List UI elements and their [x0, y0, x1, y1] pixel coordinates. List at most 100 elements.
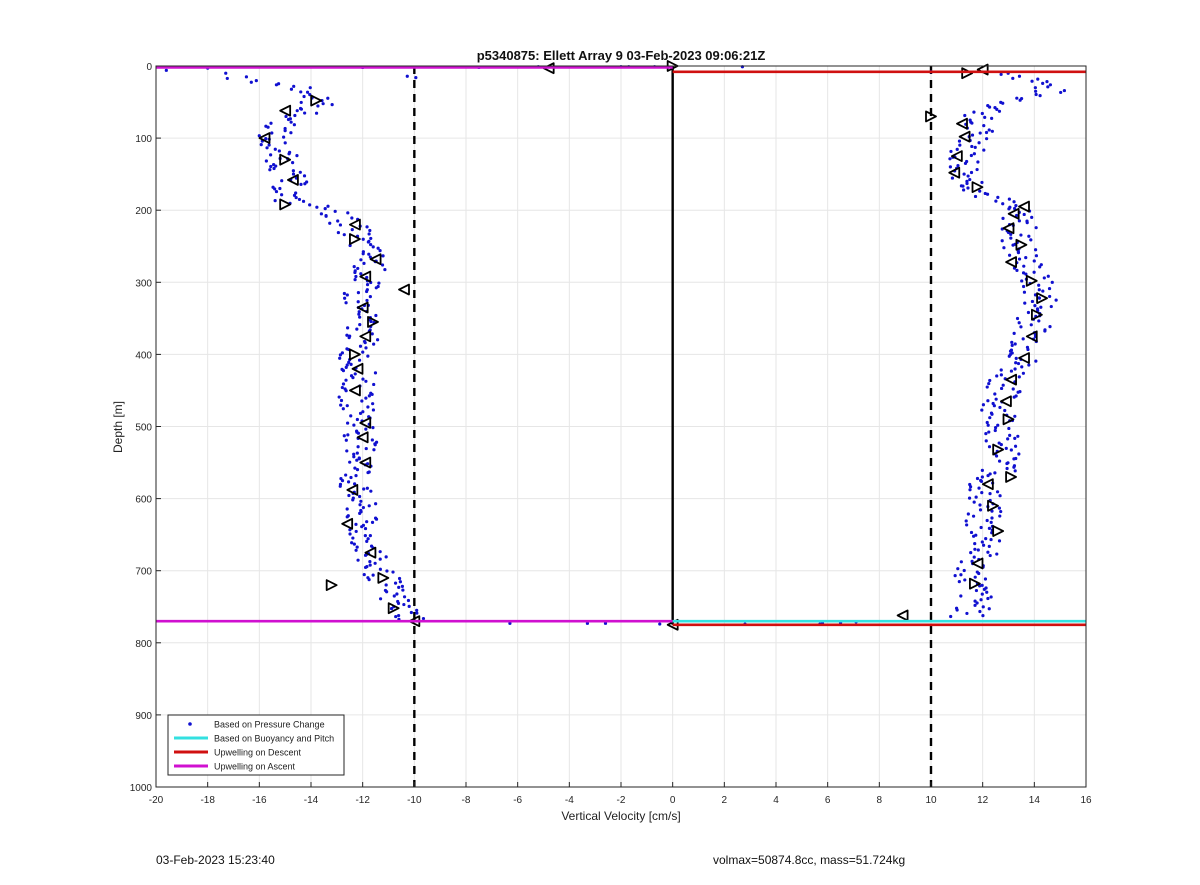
velocity-point	[371, 426, 375, 430]
velocity-point	[346, 433, 350, 437]
y-tick-label: 700	[135, 567, 152, 578]
velocity-point	[361, 506, 365, 510]
velocity-point	[1007, 197, 1011, 201]
velocity-point	[365, 539, 369, 543]
velocity-point	[338, 356, 342, 360]
velocity-point	[988, 378, 992, 383]
velocity-point	[988, 491, 992, 496]
velocity-point	[977, 486, 981, 490]
legend-label: Based on Buoyancy and Pitch	[214, 734, 334, 744]
velocity-point	[1048, 83, 1053, 87]
velocity-point	[378, 557, 382, 561]
velocity-point	[414, 75, 418, 80]
velocity-point	[315, 205, 319, 209]
velocity-point	[1005, 461, 1009, 466]
velocity-point	[365, 486, 369, 490]
profile-marker	[992, 525, 1005, 537]
velocity-point	[278, 186, 282, 191]
velocity-point	[291, 169, 295, 173]
velocity-point	[1034, 254, 1039, 258]
profile-markers	[258, 60, 1048, 631]
velocity-point	[975, 167, 979, 172]
velocity-point	[374, 286, 378, 290]
legend-label: Upwelling on Ascent	[214, 762, 296, 772]
velocity-point	[986, 550, 990, 554]
velocity-point	[969, 170, 974, 175]
velocity-point	[354, 274, 358, 279]
profile-marker	[349, 218, 361, 231]
velocity-point	[323, 206, 327, 211]
velocity-point	[985, 385, 989, 389]
velocity-point	[1017, 452, 1021, 456]
legend: Based on Pressure Change Based on Buoyanc…	[167, 714, 345, 776]
velocity-point	[367, 394, 371, 398]
profile-marker	[279, 153, 292, 166]
velocity-point	[994, 454, 999, 458]
velocity-point	[366, 240, 370, 244]
velocity-point	[273, 187, 277, 191]
profile-marker	[1007, 207, 1020, 220]
velocity-point	[987, 526, 992, 530]
x-tick-label: -16	[252, 795, 267, 806]
velocity-point	[370, 520, 375, 525]
y-tick-label: 1000	[130, 783, 153, 794]
velocity-point	[345, 363, 349, 367]
velocity-point	[361, 410, 365, 414]
velocity-point	[358, 494, 362, 499]
velocity-point	[999, 386, 1004, 391]
velocity-point	[370, 332, 374, 336]
velocity-point	[344, 389, 348, 393]
y-tick-label: 100	[135, 134, 152, 145]
velocity-point	[366, 405, 370, 409]
velocity-point	[341, 382, 346, 386]
velocity-point	[384, 583, 388, 587]
velocity-point	[948, 157, 952, 161]
velocity-point	[415, 608, 419, 612]
velocity-point	[346, 326, 350, 330]
velocity-point	[396, 601, 401, 605]
velocity-point	[1006, 437, 1010, 441]
velocity-point	[319, 212, 323, 216]
velocity-point	[357, 312, 361, 316]
footer-timestamp: 03-Feb-2023 15:23:40	[156, 853, 275, 867]
velocity-point	[344, 473, 348, 477]
velocity-point	[351, 376, 355, 380]
velocity-point	[367, 578, 371, 582]
velocity-point	[980, 111, 984, 116]
velocity-point	[1007, 253, 1012, 257]
x-tick-label: -4	[565, 795, 574, 806]
velocity-point	[980, 540, 984, 544]
velocity-point	[998, 494, 1002, 498]
velocity-point	[1011, 387, 1015, 391]
velocity-point	[975, 476, 980, 481]
legend-swatch	[188, 722, 192, 726]
velocity-point	[992, 404, 996, 408]
velocity-point	[1021, 337, 1025, 341]
velocity-point	[1007, 426, 1011, 431]
velocity-point	[973, 603, 977, 607]
velocity-point	[1008, 433, 1012, 437]
profile-marker	[1005, 256, 1017, 269]
velocity-point	[977, 141, 981, 145]
velocity-point	[284, 114, 288, 119]
velocity-point	[354, 474, 358, 478]
velocity-point	[1020, 365, 1024, 369]
velocity-point	[1009, 448, 1013, 452]
velocity-point	[1020, 279, 1024, 283]
profile-marker	[279, 198, 292, 211]
velocity-point	[1027, 363, 1031, 367]
velocity-point	[1015, 96, 1019, 100]
velocity-point	[976, 548, 980, 552]
velocity-point	[963, 113, 967, 118]
velocity-point	[272, 166, 276, 171]
velocity-point	[1014, 213, 1019, 218]
velocity-point	[1036, 77, 1040, 81]
velocity-point	[1043, 329, 1047, 333]
velocity-point	[973, 145, 977, 149]
profile-marker	[367, 316, 379, 328]
velocity-point	[974, 588, 979, 593]
velocity-point	[1034, 89, 1038, 93]
velocity-point	[295, 154, 299, 158]
velocity-point	[389, 606, 394, 611]
y-tick-label: 600	[135, 495, 152, 506]
